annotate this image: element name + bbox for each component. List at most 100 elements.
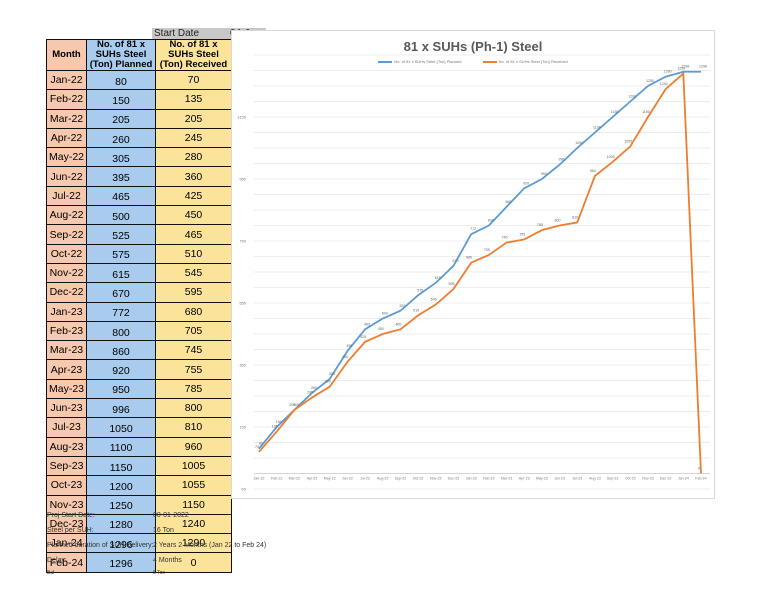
- table-row: Sep-23 1150 1005: [46, 455, 232, 477]
- info-value: 00-01-2022: [153, 512, 189, 519]
- legend-received: No. of 81 x SUHs Steel (Ton) Received: [482, 59, 568, 64]
- table-row: Jan-24 1296 1290: [46, 533, 232, 554]
- header-planned: No. of 81 x SUHs Steel (Ton) Planned: [86, 39, 156, 71]
- received-cell: 510: [155, 243, 232, 264]
- received-cell: 425: [155, 185, 232, 207]
- table-row: Apr-22 260 245: [46, 127, 232, 149]
- table-row: Jun-23 996 800: [46, 398, 232, 419]
- planned-cell: 305: [86, 147, 156, 168]
- table-row: Jul-23 1050 810: [46, 417, 232, 438]
- planned-cell: 150: [86, 89, 156, 110]
- svg-text:465: 465: [364, 322, 370, 326]
- svg-text:950: 950: [239, 177, 246, 182]
- svg-text:135: 135: [272, 425, 278, 429]
- svg-text:1150: 1150: [611, 110, 619, 114]
- received-cell: 465: [155, 224, 232, 245]
- svg-text:Jan-24: Jan-24: [678, 477, 689, 481]
- svg-text:755: 755: [519, 232, 525, 236]
- svg-text:360: 360: [342, 355, 348, 359]
- svg-text:0: 0: [698, 467, 700, 471]
- chart: 81 x SUHs (Ph-1) Steel No. of 81 x SUHs …: [231, 30, 715, 499]
- svg-text:Feb-22: Feb-22: [271, 477, 282, 481]
- table-row: Feb-24 1296 0: [46, 552, 232, 573]
- svg-text:Dec-22: Dec-22: [448, 477, 460, 481]
- steel-table: Month No. of 81 x SUHs Steel (Ton) Plann…: [46, 39, 232, 573]
- table-row: Nov-22 615 545: [46, 262, 232, 284]
- svg-text:772: 772: [470, 227, 476, 231]
- info-key: Delay:: [47, 557, 67, 564]
- svg-text:Feb-24: Feb-24: [695, 477, 706, 481]
- month-cell: Oct-23: [46, 475, 87, 496]
- received-cell: 360: [155, 166, 232, 187]
- svg-text:680: 680: [466, 256, 472, 260]
- month-cell: Aug-23: [46, 436, 87, 457]
- svg-text:1296: 1296: [699, 65, 707, 69]
- month-cell: Sep-23: [46, 455, 87, 477]
- svg-text:920: 920: [523, 181, 529, 185]
- svg-text:395: 395: [346, 344, 352, 348]
- svg-text:205: 205: [289, 403, 295, 407]
- svg-text:Apr-23: Apr-23: [519, 477, 530, 481]
- chart-title: 81 x SUHs (Ph-1) Steel: [403, 39, 543, 54]
- info-value: 6 Ton: [153, 570, 166, 576]
- month-cell: Apr-22: [46, 127, 87, 149]
- svg-text:150: 150: [239, 425, 246, 430]
- svg-text:750: 750: [239, 239, 246, 244]
- svg-text:Aug-22: Aug-22: [377, 477, 389, 481]
- planned-cell: 525: [86, 224, 156, 245]
- svg-text:205: 205: [293, 403, 299, 407]
- svg-text:1150: 1150: [237, 115, 246, 120]
- svg-text:Nov-23: Nov-23: [642, 477, 654, 481]
- svg-text:810: 810: [572, 215, 578, 219]
- planned-cell: 465: [86, 185, 156, 207]
- received-cell: 680: [155, 301, 232, 322]
- month-cell: May-22: [46, 147, 87, 168]
- svg-text:1055: 1055: [624, 139, 632, 143]
- svg-text:Jul-22: Jul-22: [360, 477, 370, 481]
- planned-cell: 1100: [86, 436, 156, 457]
- svg-text:1290: 1290: [677, 67, 685, 71]
- svg-text:Dec-23: Dec-23: [660, 477, 672, 481]
- svg-text:Oct-22: Oct-22: [413, 477, 424, 481]
- received-cell: 1055: [155, 475, 232, 496]
- svg-text:Jan-22: Jan-22: [254, 477, 265, 481]
- svg-text:800: 800: [488, 219, 494, 223]
- info-value: 4 Months: [153, 557, 182, 564]
- svg-text:1100: 1100: [593, 126, 601, 130]
- svg-text:996: 996: [559, 158, 565, 162]
- svg-text:745: 745: [502, 236, 508, 240]
- planned-cell: 1250: [86, 494, 156, 515]
- received-cell: 280: [155, 147, 232, 168]
- received-cell: 785: [155, 378, 232, 400]
- month-cell: Feb-24: [46, 552, 87, 573]
- info-value: 16 Ton: [153, 527, 174, 534]
- svg-text:450: 450: [378, 327, 384, 331]
- svg-text:705: 705: [484, 248, 490, 252]
- received-cell: 135: [155, 89, 232, 110]
- received-cell: 755: [155, 359, 232, 380]
- month-cell: Mar-22: [46, 108, 87, 129]
- svg-text:510: 510: [413, 308, 419, 312]
- month-cell: Jan-23: [46, 301, 87, 322]
- received-cell: 810: [155, 417, 232, 438]
- planned-cell: 950: [86, 378, 156, 400]
- table-row: May-22 305 280: [46, 147, 232, 168]
- received-cell: 205: [155, 108, 232, 129]
- planned-cell: 920: [86, 359, 156, 380]
- table-row: Aug-22 500 450: [46, 205, 232, 226]
- svg-text:Feb-23: Feb-23: [483, 477, 494, 481]
- header-month: Month: [46, 39, 87, 71]
- header-received: No. of 81 x SUHs Steel (Ton) Received: [155, 39, 232, 71]
- svg-text:260: 260: [311, 386, 317, 390]
- svg-text:Jul-23: Jul-23: [572, 477, 582, 481]
- table-row: Jul-22 465 425: [46, 185, 232, 207]
- svg-text:Mar-23: Mar-23: [501, 477, 512, 481]
- table-row: Apr-23 920 755: [46, 359, 232, 380]
- month-cell: May-23: [46, 378, 87, 400]
- planned-cell: 1050: [86, 417, 156, 438]
- svg-text:Jan-23: Jan-23: [466, 477, 477, 481]
- svg-text:150: 150: [276, 420, 282, 424]
- svg-text:1280: 1280: [664, 70, 672, 74]
- svg-text:Oct-23: Oct-23: [625, 477, 636, 481]
- svg-text:Sep-22: Sep-22: [395, 477, 407, 481]
